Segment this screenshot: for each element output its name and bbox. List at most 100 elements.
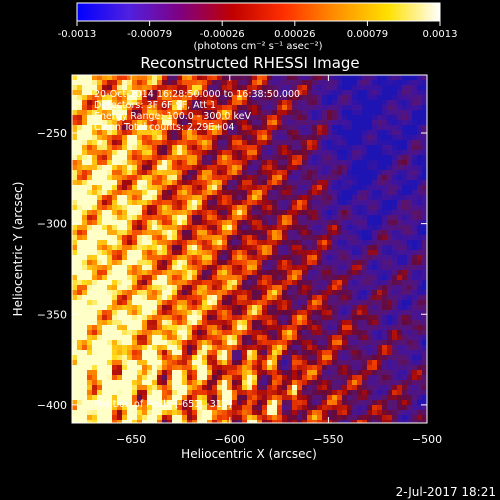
heatmap-cell xyxy=(232,195,238,201)
heatmap-cell xyxy=(102,270,108,276)
heatmap-cell xyxy=(387,195,393,201)
heatmap-cell xyxy=(382,280,388,286)
heatmap-cell xyxy=(182,150,188,156)
heatmap-cell xyxy=(267,290,273,296)
heatmap-cell xyxy=(422,310,427,316)
heatmap-cell xyxy=(402,290,408,296)
heatmap-cell xyxy=(407,120,413,126)
heatmap-cell xyxy=(267,145,273,151)
heatmap-cell xyxy=(422,240,427,246)
heatmap-cell xyxy=(287,380,293,386)
heatmap-cell xyxy=(302,215,308,221)
heatmap-cell xyxy=(87,230,93,236)
heatmap-cell xyxy=(327,300,333,306)
heatmap-cell xyxy=(162,145,168,151)
heatmap-cells xyxy=(72,75,427,423)
heatmap-cell xyxy=(222,320,228,326)
heatmap-cell xyxy=(372,205,378,211)
heatmap-cell xyxy=(312,405,318,411)
heatmap-cell xyxy=(372,410,378,416)
heatmap-cell xyxy=(242,245,248,251)
heatmap-cell xyxy=(417,240,423,246)
heatmap-cell xyxy=(342,225,348,231)
heatmap-cell xyxy=(357,290,363,296)
heatmap-cell xyxy=(107,155,113,161)
heatmap-cell xyxy=(262,85,268,91)
heatmap-cell xyxy=(257,170,263,176)
heatmap-cell xyxy=(142,330,148,336)
heatmap-cell xyxy=(322,150,328,156)
heatmap-cell xyxy=(342,395,348,401)
heatmap-cell xyxy=(417,125,423,131)
heatmap-cell xyxy=(387,120,393,126)
heatmap-cell xyxy=(97,380,103,386)
heatmap-cell xyxy=(297,345,303,351)
heatmap-cell xyxy=(72,280,78,286)
heatmap-cell xyxy=(397,405,403,411)
heatmap-cell xyxy=(267,195,273,201)
heatmap-cell xyxy=(282,250,288,256)
heatmap-cell xyxy=(397,230,403,236)
heatmap-cell xyxy=(87,290,93,296)
heatmap-cell xyxy=(117,140,123,146)
heatmap-cell xyxy=(287,230,293,236)
heatmap-cell xyxy=(97,270,103,276)
heatmap-cell xyxy=(127,265,133,271)
heatmap-cell xyxy=(392,275,398,281)
heatmap-cell xyxy=(302,170,308,176)
heatmap-cell xyxy=(337,355,343,361)
heatmap-cell xyxy=(87,335,93,341)
heatmap-cell xyxy=(332,95,338,101)
heatmap-cell xyxy=(307,380,313,386)
heatmap-cell xyxy=(237,210,243,216)
heatmap-cell xyxy=(387,330,393,336)
heatmap-cell xyxy=(122,270,128,276)
heatmap-cell xyxy=(207,185,213,191)
heatmap-cell xyxy=(322,115,328,121)
heatmap-cell xyxy=(117,375,123,381)
heatmap-cell xyxy=(207,120,213,126)
heatmap-cell xyxy=(97,225,103,231)
heatmap-cell xyxy=(157,80,163,86)
heatmap-cell xyxy=(142,190,148,196)
heatmap-cell xyxy=(312,175,318,181)
heatmap-cell xyxy=(132,405,138,411)
heatmap-cell xyxy=(92,235,98,241)
heatmap-cell xyxy=(132,250,138,256)
heatmap-cell xyxy=(117,415,123,421)
heatmap-cell xyxy=(152,160,158,166)
heatmap-cell xyxy=(312,330,318,336)
heatmap-cell xyxy=(157,210,163,216)
heatmap-cell xyxy=(107,285,113,291)
heatmap-cell xyxy=(162,385,168,391)
heatmap-cell xyxy=(247,235,253,241)
heatmap-cell xyxy=(172,185,178,191)
heatmap-cell xyxy=(382,195,388,201)
heatmap-cell xyxy=(177,100,183,106)
heatmap-cell xyxy=(172,140,178,146)
heatmap-cell xyxy=(122,295,128,301)
heatmap-cell xyxy=(287,225,293,231)
heatmap-cell xyxy=(297,290,303,296)
heatmap-cell xyxy=(312,230,318,236)
heatmap-cell xyxy=(357,200,363,206)
heatmap-cell xyxy=(137,280,143,286)
heatmap-cell xyxy=(252,175,258,181)
heatmap-cell xyxy=(197,380,203,386)
heatmap-cell xyxy=(407,335,413,341)
heatmap-cell xyxy=(337,370,343,376)
heatmap-cell xyxy=(272,150,278,156)
heatmap-cell xyxy=(417,415,423,421)
heatmap-cell xyxy=(272,265,278,271)
heatmap-cell xyxy=(192,180,198,186)
heatmap-cell xyxy=(127,420,133,423)
heatmap-cell xyxy=(362,330,368,336)
heatmap-cell xyxy=(357,310,363,316)
heatmap-cell xyxy=(92,115,98,121)
heatmap-cell xyxy=(192,240,198,246)
heatmap-cell xyxy=(422,355,427,361)
heatmap-cell xyxy=(332,120,338,126)
heatmap-cell xyxy=(102,150,108,156)
heatmap-cell xyxy=(77,230,83,236)
heatmap-cell xyxy=(147,100,153,106)
